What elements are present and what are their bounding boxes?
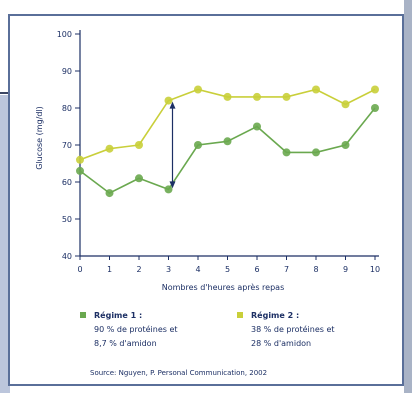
x-tick-label-5: 5 <box>225 265 230 274</box>
legend-line1-regime-2: 38 % de protéines et <box>251 325 335 334</box>
series-2-point-5 <box>223 92 232 101</box>
source-note: Source: Nguyen, P. Personal Communicatio… <box>90 369 268 377</box>
x-tick-label-4: 4 <box>195 265 200 274</box>
y-tick-label-50: 50 <box>62 215 72 224</box>
y-tick-label-100: 100 <box>57 30 72 39</box>
series-2-point-3 <box>164 96 173 105</box>
legend-title-regime-2: Régime 2 : <box>251 311 300 320</box>
annotation-arrow-head-top <box>169 101 176 109</box>
series-1-point-1 <box>105 189 114 198</box>
chart-card <box>8 14 404 386</box>
y-axis-label: Glucose (mg/dl) <box>35 106 44 170</box>
x-axis-label: Nombres d'heures après repas <box>162 282 285 292</box>
x-tick-label-10: 10 <box>370 265 380 274</box>
axes: 40 50 60 70 80 90 100 0 1 2 3 4 5 6 7 8 9 10 <box>57 30 380 274</box>
series-2-point-7 <box>282 92 291 101</box>
left-side-panel <box>0 95 10 393</box>
series-2-point-0 <box>76 155 84 164</box>
x-tick-label-3: 3 <box>166 265 171 274</box>
series-line-1 <box>79 107 376 195</box>
y-tick-label-70: 70 <box>62 141 72 150</box>
series-1-point-3 <box>164 185 173 194</box>
x-tick-label-6: 6 <box>254 265 259 274</box>
header-rule <box>0 92 12 94</box>
series-1-point-5 <box>223 137 232 146</box>
series-2-point-9 <box>341 100 350 109</box>
annotation-arrow-head-bottom <box>169 181 176 189</box>
legend-line1-regime-1: 90 % de protéines et <box>94 325 178 334</box>
series-1-point-10 <box>371 104 379 112</box>
series-1-point-6 <box>253 122 261 131</box>
series-2-point-8 <box>312 85 320 94</box>
series-2-point-4 <box>194 85 202 94</box>
legend-line2-regime-1: 8,7 % d'amidon <box>94 339 157 348</box>
series-2-point-2 <box>135 141 143 149</box>
right-side-panel <box>404 0 412 393</box>
x-tick-label-2: 2 <box>136 265 141 274</box>
legend-title-regime-1: Régime 1 : <box>94 311 143 320</box>
series-1-point-0 <box>76 166 84 175</box>
legend-regime-1: Régime 1 : 90 % de protéines et 8,7 % d'… <box>80 310 230 354</box>
legend-swatch-regime-1 <box>80 312 86 318</box>
legend-swatch-regime-2 <box>237 312 243 318</box>
series-1-point-4 <box>194 141 202 149</box>
x-tick-label-9: 9 <box>343 265 348 274</box>
series-1-point-9 <box>341 141 350 149</box>
x-tick-label-0: 0 <box>77 265 82 274</box>
y-tick-label-60: 60 <box>62 178 72 187</box>
series-layer <box>76 85 379 198</box>
series-1-point-8 <box>312 148 320 157</box>
x-tick-label-8: 8 <box>313 265 318 274</box>
y-tick-label-80: 80 <box>62 104 72 113</box>
legend-regime-2: Régime 2 : 38 % de protéines et 28 % d'a… <box>237 310 387 354</box>
x-tick-label-7: 7 <box>284 265 289 274</box>
series-1-point-2 <box>135 174 143 183</box>
x-tick-label-1: 1 <box>107 265 112 274</box>
series-2-point-6 <box>253 92 261 101</box>
y-tick-label-90: 90 <box>62 67 72 76</box>
y-tick-label-40: 40 <box>62 252 72 261</box>
series-2-point-10 <box>371 85 379 94</box>
series-2-point-1 <box>105 144 114 153</box>
glucose-line-chart: 40 50 60 70 80 90 100 0 1 2 3 4 5 6 7 8 9 10 Glucose (mg/… <box>35 30 380 292</box>
series-1-point-7 <box>282 148 291 157</box>
legend-line2-regime-2: 28 % d'amidon <box>251 339 312 348</box>
